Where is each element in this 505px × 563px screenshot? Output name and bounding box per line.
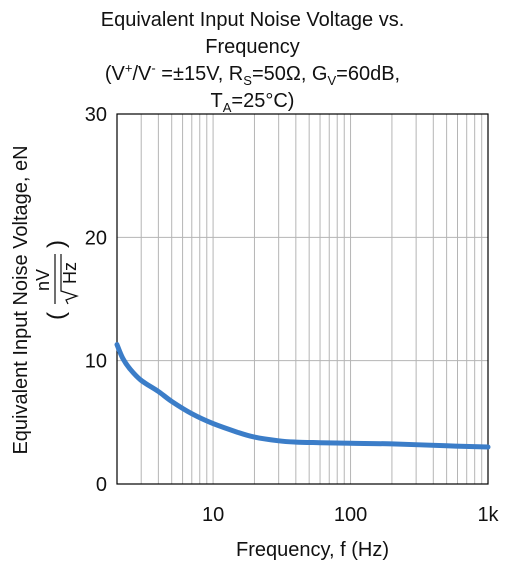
chart-conditions-line-1: (V+/V- =±15V, RS=50Ω, GV=60dB, bbox=[104, 60, 401, 88]
chart-title-line-1: Equivalent Input Noise Voltage vs. bbox=[100, 9, 405, 31]
y-tick-label: 20 bbox=[85, 227, 107, 249]
chart-title-line-2: Frequency bbox=[205, 36, 300, 58]
unit-denominator: Hz bbox=[60, 262, 80, 284]
y-tick-label: 30 bbox=[85, 104, 107, 126]
unit-close-paren: ) bbox=[43, 240, 70, 248]
plot-background bbox=[117, 114, 488, 484]
plot-frame bbox=[116, 113, 489, 485]
chart-conditions-line-2: TA=25°C) bbox=[210, 90, 295, 115]
unit-open-paren: ( bbox=[43, 312, 70, 320]
x-tick-label: 100 bbox=[334, 504, 367, 526]
noise-curve bbox=[114, 342, 491, 450]
y-axis-unit: ( nV Hz) bbox=[33, 240, 80, 320]
x-tick-label: 1k bbox=[477, 504, 499, 526]
unit-sqrt-sign bbox=[60, 254, 79, 305]
unit-numerator: nV bbox=[33, 269, 53, 291]
x-axis-label: Frequency, f (Hz) bbox=[236, 539, 389, 561]
y-tick-label: 10 bbox=[85, 351, 107, 373]
y-axis-label: Equivalent Input Noise Voltage, eN bbox=[10, 145, 32, 454]
x-tick-label: 10 bbox=[202, 504, 224, 526]
y-tick-label: 0 bbox=[96, 474, 107, 496]
